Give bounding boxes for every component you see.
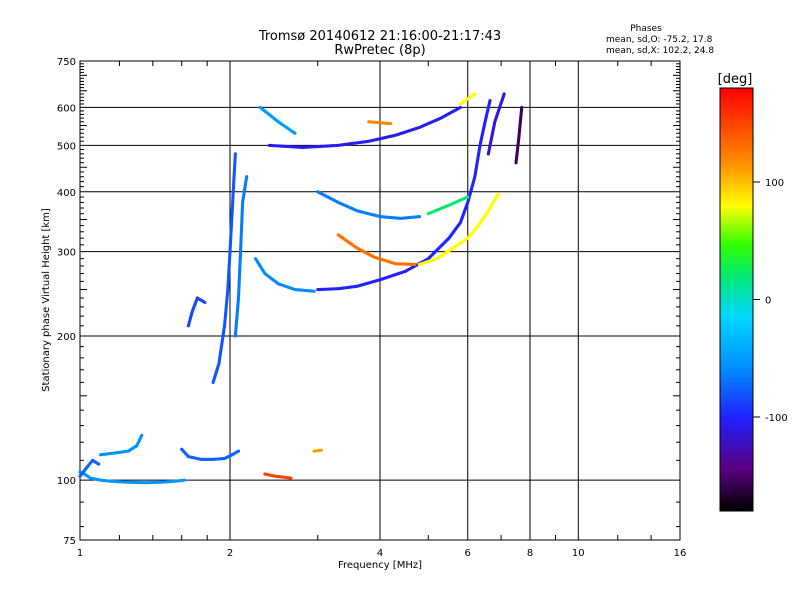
data-point (488, 98, 492, 103)
chart-title: Tromsø 20140612 21:16:00-21:17:43 (258, 29, 501, 44)
colorbar-ticks: 100 0 -100 (753, 178, 788, 424)
y-axis-label: Stationary phase Virtual Height [km] (41, 208, 52, 392)
data-point (182, 478, 186, 482)
data-point (458, 105, 463, 110)
x-tick-label: 4 (377, 548, 383, 559)
data-point (293, 131, 297, 135)
data-point (245, 175, 249, 179)
x-tick-label: 8 (527, 548, 533, 559)
data-point (466, 195, 470, 199)
data-point (233, 152, 237, 156)
data-point (388, 122, 393, 126)
y-tick-label: 100 (57, 476, 76, 487)
y-tick-label: 750 (57, 57, 76, 68)
data-point (496, 192, 500, 196)
colorbar-tick-label: 100 (765, 178, 784, 189)
data-point (236, 449, 241, 453)
x-tick-label: 10 (572, 548, 585, 559)
x-tick-label: 1 (77, 548, 83, 559)
colorbar (719, 87, 754, 512)
axis-ticks (80, 61, 680, 540)
colorbar-label: [deg] (718, 72, 753, 87)
colorbar-tick-label: 0 (765, 296, 771, 307)
x-tick-label: 2 (227, 548, 233, 559)
data-point (502, 92, 506, 96)
data-point (520, 105, 524, 110)
colorbar-tick-label: -100 (765, 413, 788, 424)
x-tick-label: 16 (674, 548, 687, 559)
y-tick-label: 400 (57, 188, 76, 199)
data-point (203, 300, 207, 305)
chart-subtitle: RwPretec (8p) (334, 43, 425, 58)
data-point (312, 289, 316, 293)
plot-grid (80, 61, 680, 540)
x-tick-labels: 1 2 4 6 8 10 16 (77, 548, 687, 559)
stats-o-line: mean, sd,O: -75.2, 17.8 (606, 35, 713, 45)
data-points (78, 92, 524, 485)
y-tick-label: 75 (63, 536, 76, 547)
x-axis-label: Frequency [MHz] (338, 560, 422, 571)
data-point (319, 448, 323, 452)
data-point (413, 262, 417, 267)
data-point (140, 433, 144, 438)
data-point (417, 214, 422, 219)
stats-heading: Phases (630, 24, 662, 34)
data-point (289, 476, 293, 480)
data-point (97, 462, 101, 466)
y-tick-labels: 75 100 200 300 400 500 600 750 (57, 57, 76, 547)
y-tick-label: 600 (57, 103, 76, 114)
y-tick-label: 500 (57, 141, 76, 152)
stats-x-line: mean, sd,X: 102.2, 24.8 (606, 46, 714, 56)
y-tick-label: 200 (57, 332, 76, 343)
data-point (473, 92, 477, 96)
y-tick-label: 300 (57, 248, 76, 259)
x-tick-label: 6 (465, 548, 471, 559)
